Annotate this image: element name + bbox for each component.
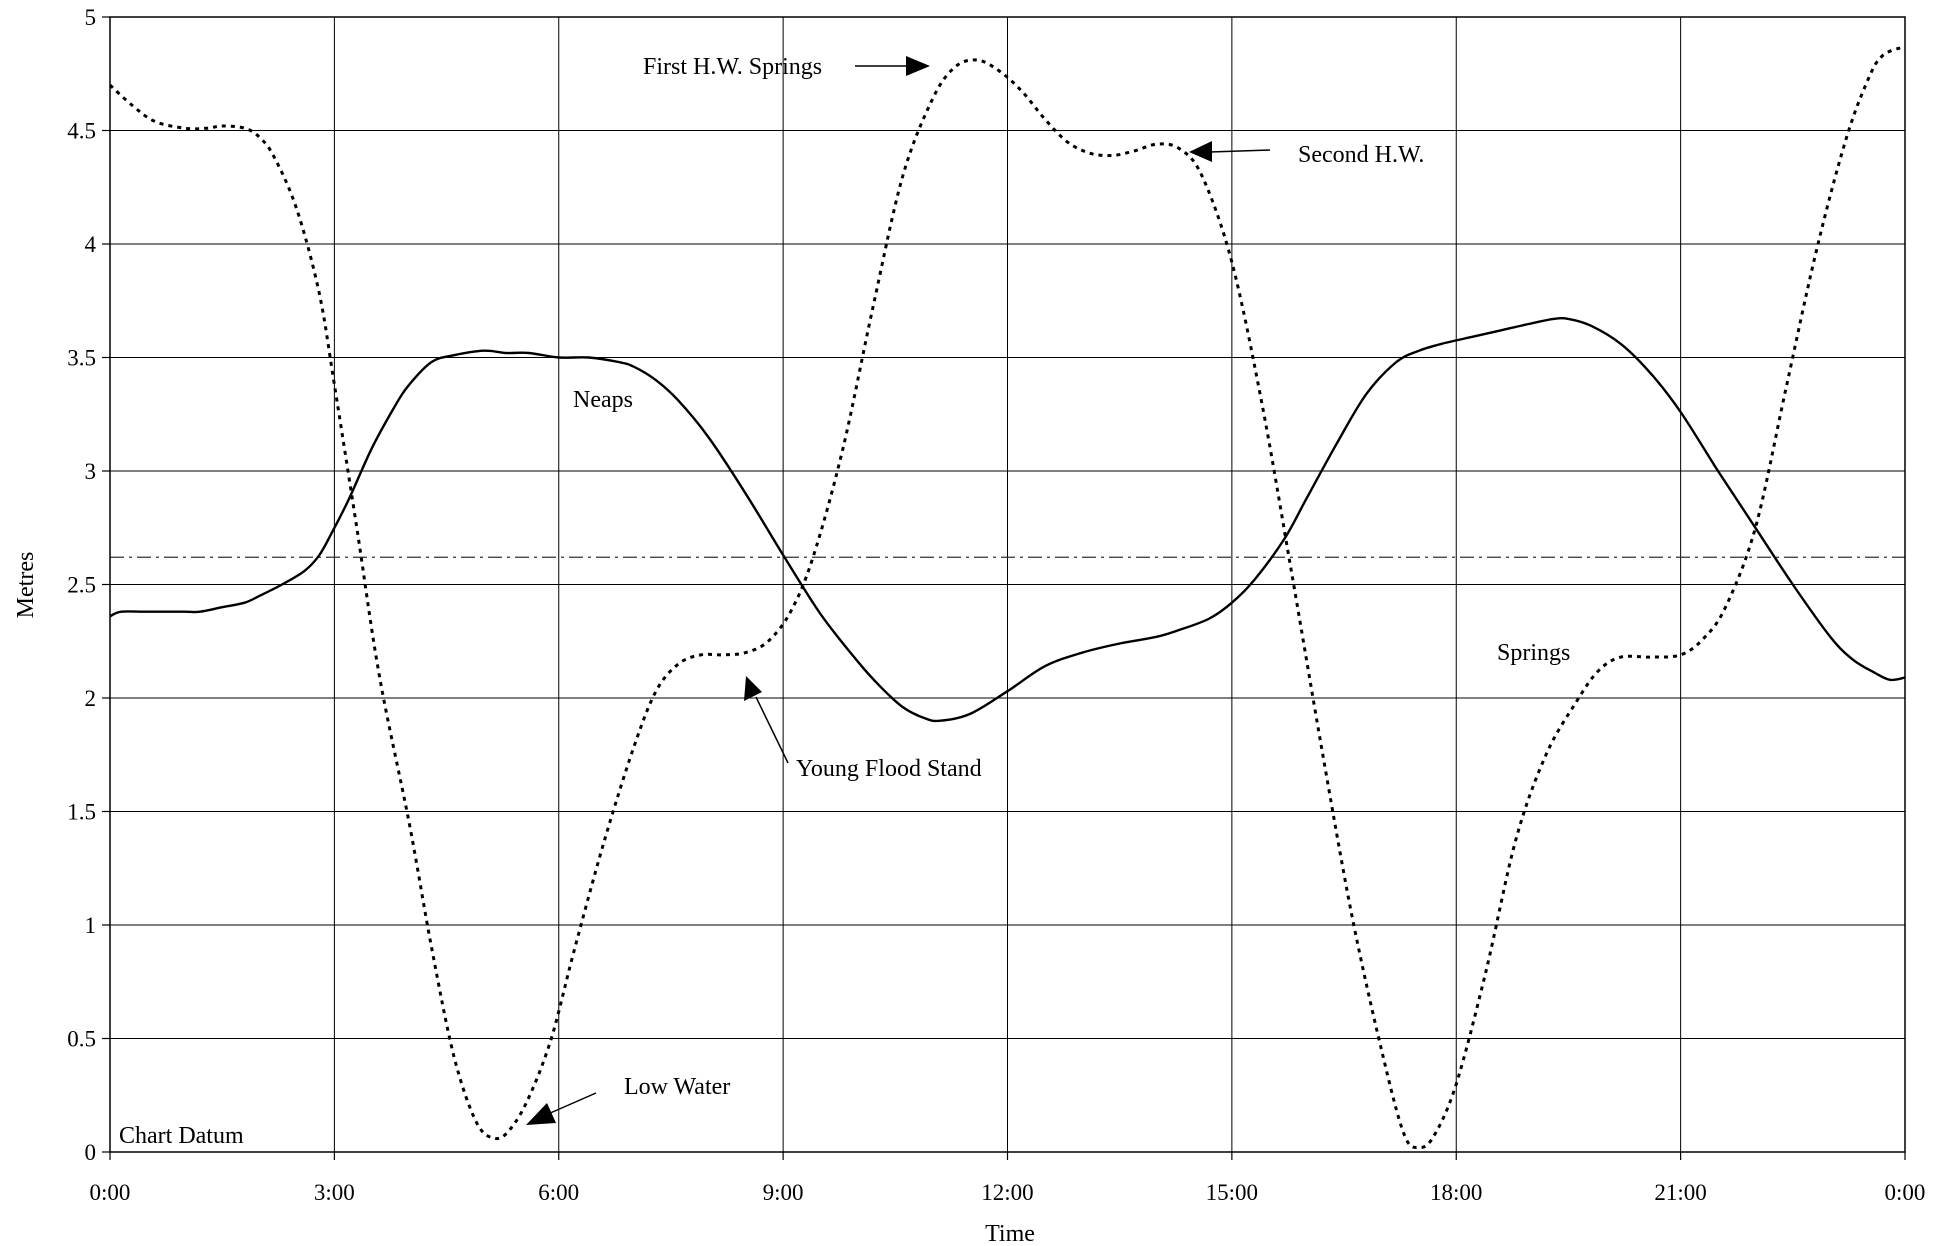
- x-axis-title: Time: [985, 1221, 1035, 1246]
- grid-lines: [110, 17, 1905, 1152]
- y-tick-label: 5: [85, 5, 97, 30]
- y-tick-label: 2: [85, 686, 97, 711]
- y-tick-label: 0: [85, 1140, 97, 1165]
- y-tick-label: 3.5: [67, 346, 96, 371]
- y-axis-title: Metres: [13, 552, 39, 619]
- x-tick-label: 15:00: [1206, 1180, 1258, 1205]
- x-tick-label: 12:00: [981, 1180, 1033, 1205]
- arrow-young-flood: [744, 676, 788, 763]
- x-tick-label: 0:00: [90, 1180, 131, 1205]
- arrow-first-hw: [855, 56, 930, 76]
- x-tick-label: 18:00: [1430, 1180, 1482, 1205]
- y-tick-label: 2.5: [67, 573, 96, 598]
- x-tick-label: 9:00: [763, 1180, 804, 1205]
- x-tick-label: 3:00: [314, 1180, 355, 1205]
- y-tick-label: 1: [85, 913, 97, 938]
- arrow-low-water: [526, 1093, 596, 1125]
- annotation-young-flood: Young Flood Stand: [796, 756, 982, 782]
- y-tick-label: 0.5: [67, 1027, 96, 1052]
- x-tick-label: 0:00: [1885, 1180, 1926, 1205]
- x-tick-labels: 0:00 3:00 6:00 9:00 12:00 15:00 18:00 21:00 0:00: [90, 1152, 1926, 1205]
- annotation-first-hw: First H.W. Springs: [643, 54, 822, 80]
- annotation-chart-datum: Chart Datum: [119, 1123, 244, 1149]
- y-tick-label: 4.5: [67, 119, 96, 144]
- x-tick-label: 6:00: [538, 1180, 579, 1205]
- annotation-neaps: Neaps: [573, 387, 633, 413]
- arrow-second-hw: [1189, 141, 1270, 162]
- y-tick-labels: 0 0.5 1 1.5 2 2.5 3 3.5 4 4.5 5: [67, 5, 110, 1165]
- x-tick-label: 21:00: [1654, 1180, 1706, 1205]
- y-tick-label: 3: [85, 459, 97, 484]
- annotation-second-hw: Second H.W.: [1298, 142, 1424, 168]
- y-tick-label: 1.5: [67, 800, 96, 825]
- y-tick-label: 4: [85, 232, 97, 257]
- annotation-springs: Springs: [1497, 640, 1570, 666]
- annotation-low-water: Low Water: [624, 1074, 730, 1100]
